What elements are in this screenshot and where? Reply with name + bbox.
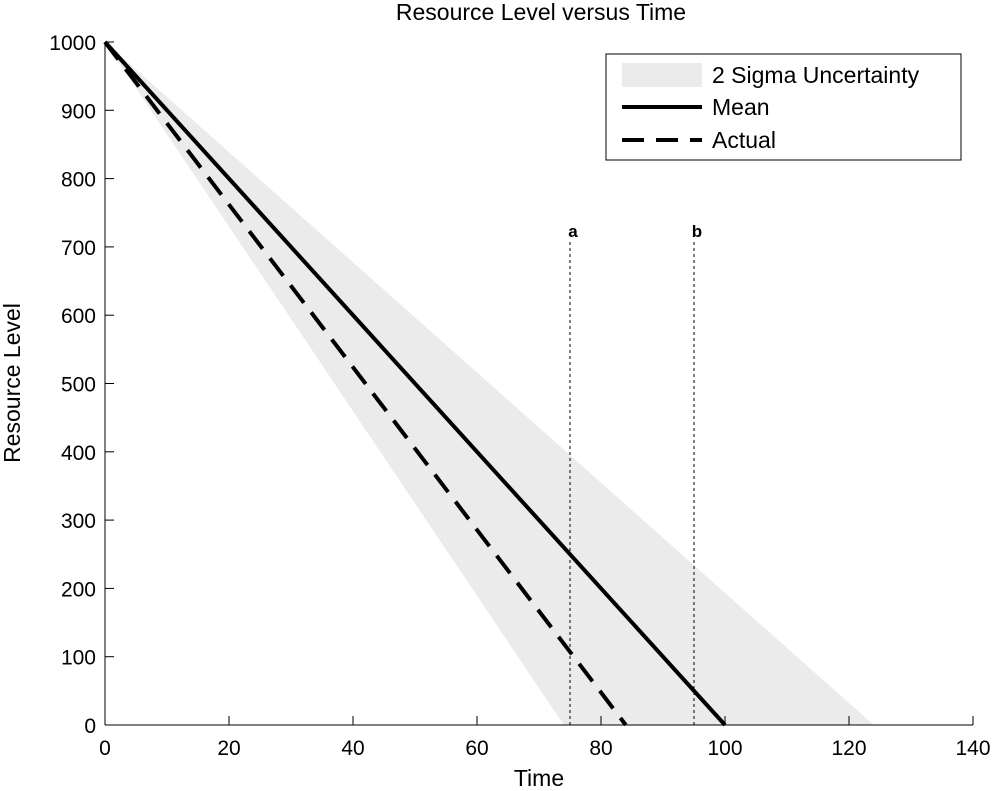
legend-swatch-uncertainty [622,63,702,87]
x-tick-label: 120 [831,737,866,760]
x-tick-label: 60 [465,737,488,760]
x-axis-ticks: 0 20 40 60 80 100 120 140 [99,716,991,760]
y-tick-label: 100 [61,647,96,670]
x-tick-label: 80 [589,737,612,760]
legend-label-mean: Mean [712,94,770,120]
y-tick-label: 200 [61,578,96,601]
marker-label-a: a [568,222,578,241]
y-tick-label: 700 [61,237,96,260]
x-tick-label: 20 [217,737,240,760]
y-tick-label: 900 [61,100,96,123]
x-tick-label: 40 [341,737,364,760]
y-tick-label: 500 [61,374,96,397]
y-axis-ticks: 0 100 200 300 400 500 600 700 800 900 1000 [49,32,114,738]
legend: 2 Sigma Uncertainty Mean Actual [605,53,962,161]
y-tick-label: 1000 [49,32,96,55]
marker-label-b: b [692,222,702,241]
series-line-mean [103,40,727,727]
y-tick-label: 600 [61,305,96,328]
x-tick-label: 0 [99,737,111,760]
uncertainty-band [105,42,874,725]
y-tick-label: 300 [61,510,96,533]
y-tick-label: 0 [84,715,96,738]
legend-label-actual: Actual [712,127,776,153]
y-tick-label: 800 [61,169,96,192]
x-axis-title: Time [514,765,564,791]
x-tick-label: 100 [707,737,742,760]
y-tick-label: 400 [61,442,96,465]
chart-title: Resource Level versus Time [396,0,686,25]
series-line-actual [103,40,628,727]
legend-label-uncertainty: 2 Sigma Uncertainty [712,62,920,88]
axes: 0 20 40 60 80 100 120 140 0 100 200 300 400 500 600 70… [49,32,990,760]
y-axis-title: Resource Level [0,303,25,463]
x-tick-label: 140 [955,737,990,760]
